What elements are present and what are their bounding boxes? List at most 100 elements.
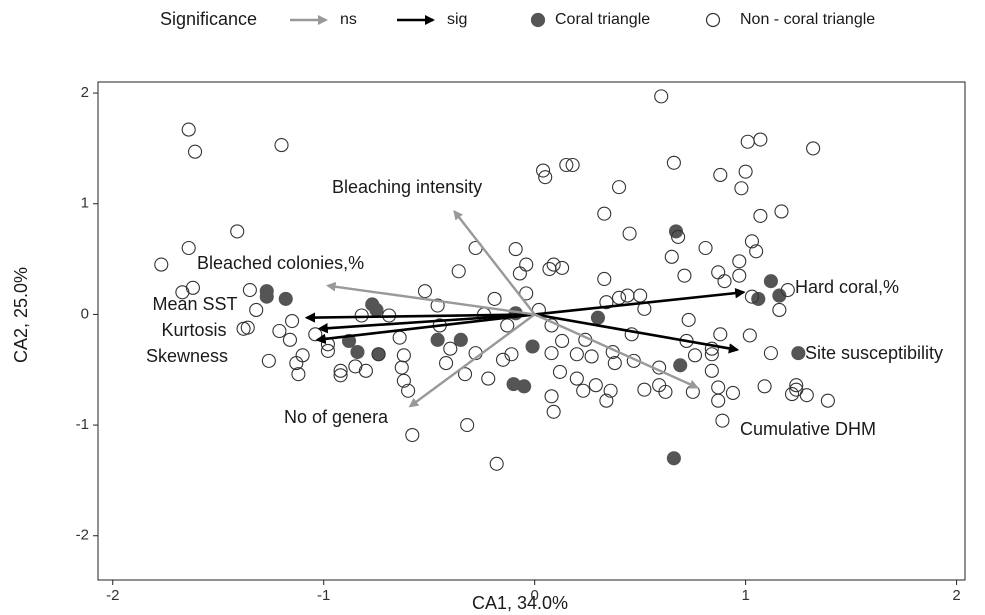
point [772,302,787,318]
point [711,265,726,280]
point [654,89,669,104]
point [401,383,416,398]
point [713,167,728,183]
point [240,320,255,335]
point [544,346,559,361]
point [187,144,203,159]
legend-label: ns [340,11,357,28]
x-tick-label: 2 [952,587,960,604]
x-tick-label: 1 [741,587,749,604]
point [772,288,787,303]
point [806,141,821,156]
point [546,257,561,272]
point [624,327,639,342]
y-axis-label: CA2, 25.0% [11,267,31,363]
legend-label: Coral triangle [555,11,650,28]
y-tick-label: -1 [76,416,89,433]
point [358,363,373,378]
point [282,332,298,347]
point [677,268,692,283]
point [487,291,502,306]
legend-marker [530,12,546,28]
point [763,274,778,289]
point [417,284,433,299]
x-tick-label: -1 [317,587,330,604]
point [569,347,584,362]
point [704,341,719,356]
y-tick-label: 0 [81,305,89,322]
point [285,313,300,329]
point [350,344,365,360]
y-tick-label: 1 [81,195,89,212]
arrow-label: Bleaching intensity [332,177,482,197]
point [519,257,534,272]
point [512,266,527,281]
point [443,341,458,356]
arrow-label: Kurtosis [161,320,226,340]
point [320,343,335,358]
point [333,368,348,383]
arrow [534,287,746,316]
point [544,389,559,404]
arrow [317,313,535,334]
point [590,310,605,325]
point [259,289,274,304]
point [687,348,703,363]
point [725,385,741,401]
point [738,164,753,179]
point [673,358,688,373]
point [371,347,386,362]
point [734,181,749,196]
point [753,132,768,147]
point [546,404,561,419]
point [599,393,614,408]
point [774,204,789,219]
point [569,371,584,386]
arrow [408,313,536,408]
point [396,373,411,388]
point [333,363,348,378]
point [517,379,532,394]
point [451,264,466,279]
point [369,302,384,318]
point [430,298,445,313]
point [671,229,686,244]
point [704,347,719,362]
point [681,312,696,327]
arrow-label: Skewness [146,346,228,366]
point [611,180,627,195]
arrow-label: No of genera [284,407,389,427]
point [664,249,679,264]
point [637,382,652,397]
point [749,244,764,259]
point [272,323,287,339]
point [633,288,648,303]
point [620,288,635,303]
point [611,290,627,305]
point [668,224,684,239]
point [291,367,306,382]
point [392,330,407,345]
plot-border [97,81,966,581]
point [597,206,612,221]
point [236,321,251,336]
point [732,268,747,283]
point [295,348,310,363]
point [396,348,411,363]
point [430,332,445,347]
point [789,378,804,393]
point [820,393,835,408]
point [555,333,570,349]
x-tick-label: 0 [530,587,538,604]
point [588,378,603,393]
point [597,271,612,287]
point [791,346,806,361]
legend-title: Significance [160,9,257,29]
point [405,427,420,443]
point [698,240,713,256]
point [500,318,515,333]
point [278,291,293,306]
point [740,134,755,149]
point [753,208,768,223]
x-tick-label: -2 [106,587,119,604]
